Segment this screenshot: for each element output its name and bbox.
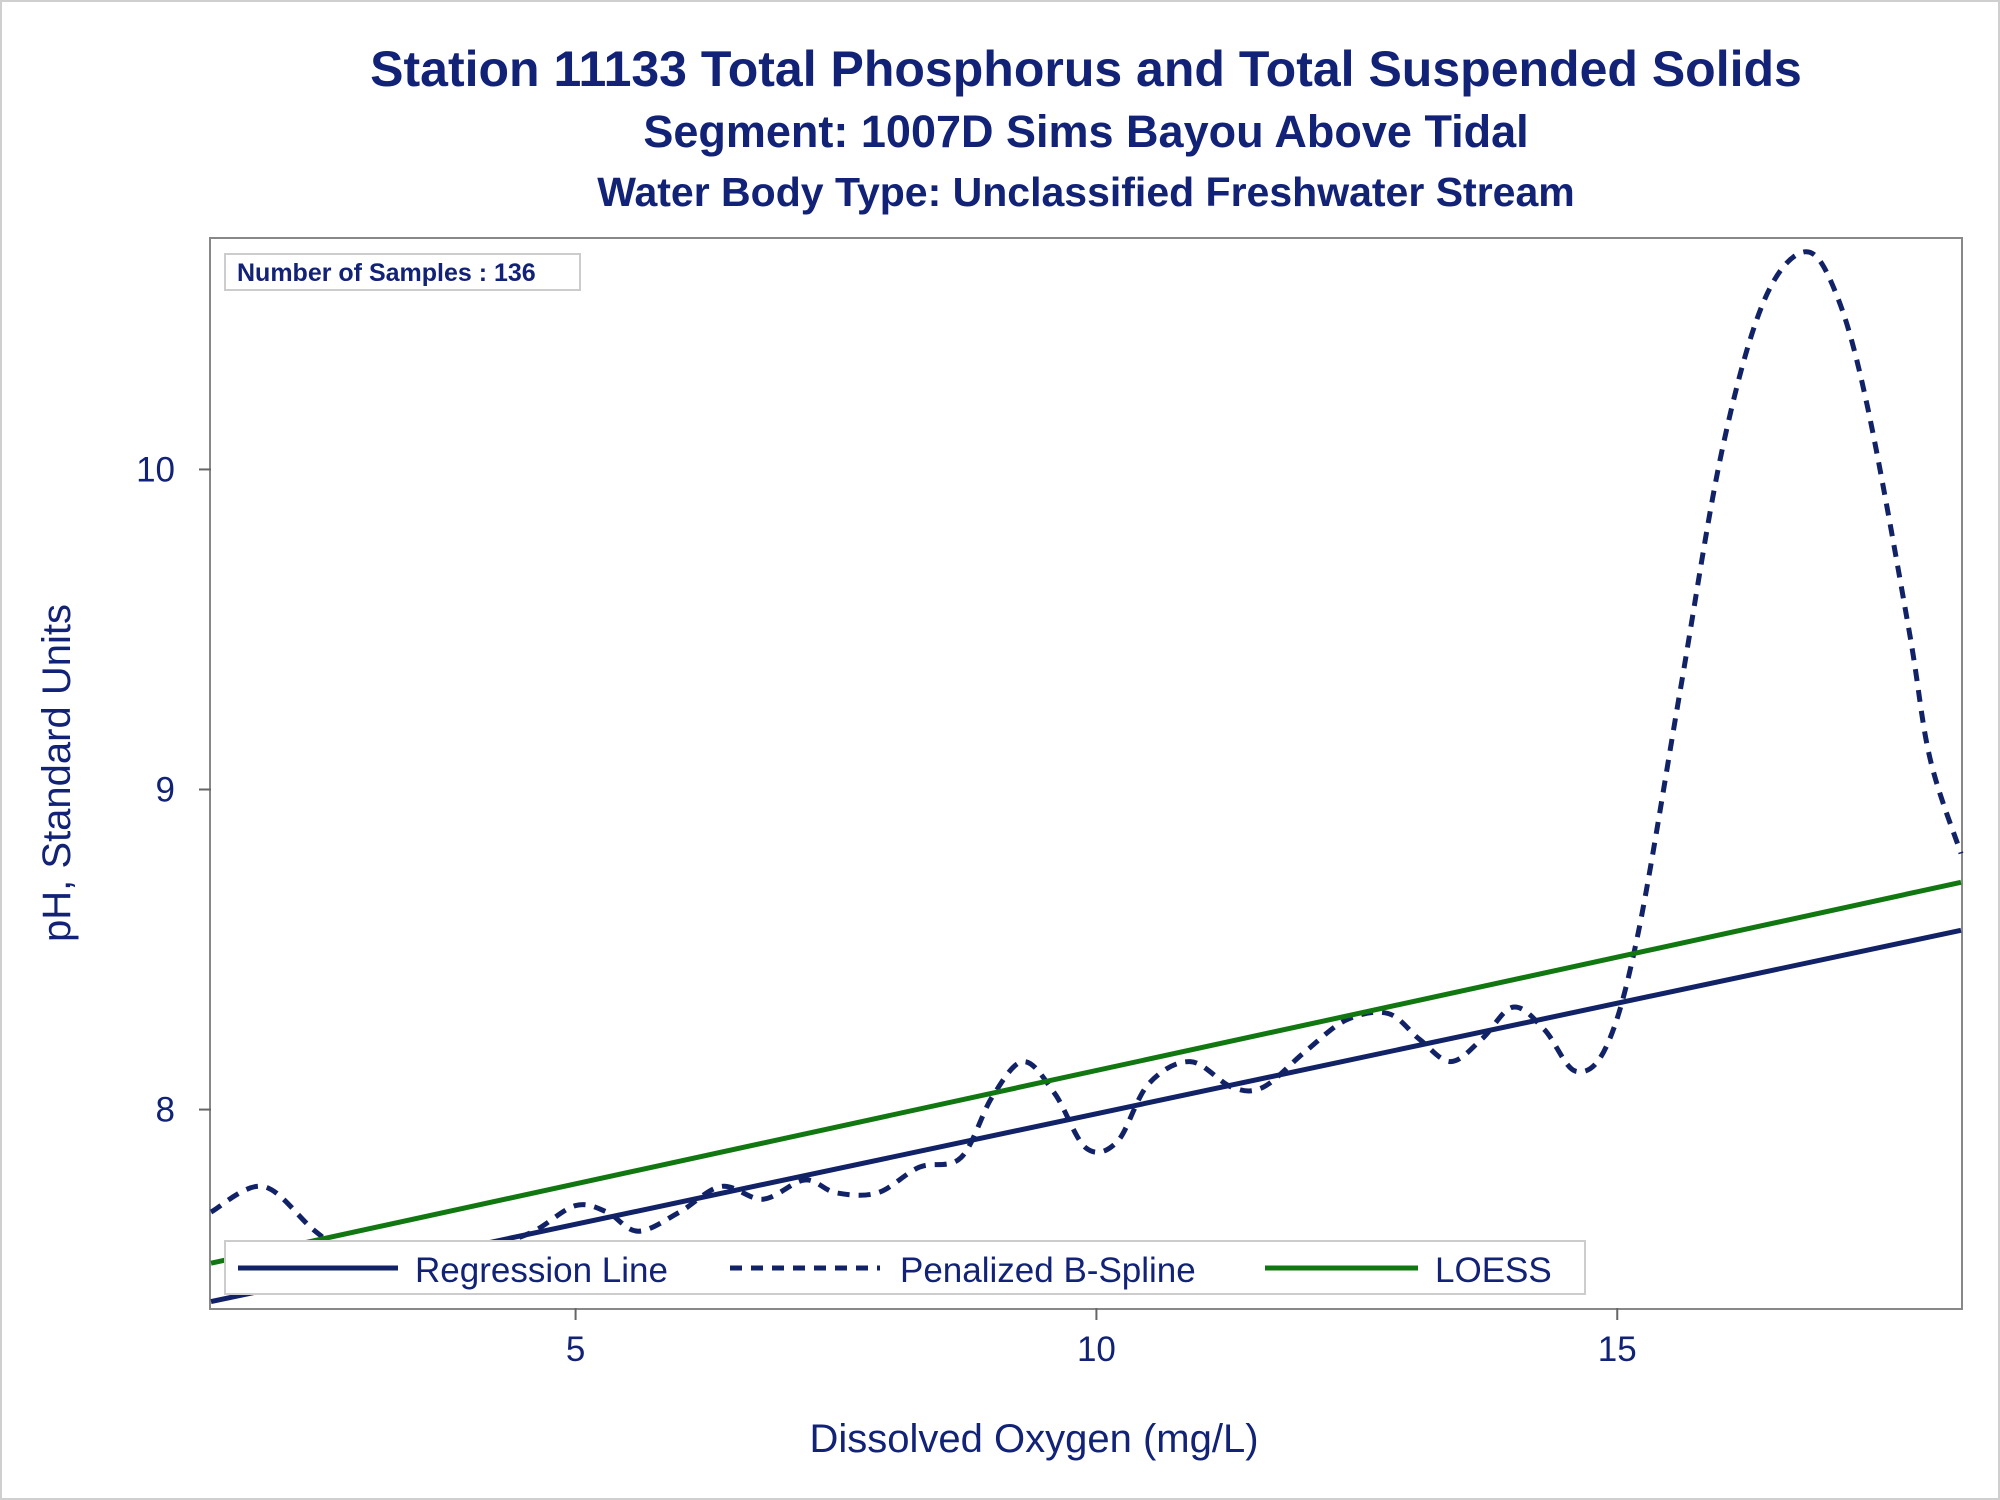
series-layer: [209, 249, 1964, 1305]
y-tick-label: 8: [156, 1091, 175, 1130]
chart-subtitle: Segment: 1007D Sims Bayou Above Tidal: [643, 106, 1528, 157]
x-axis-label: Dissolved Oxygen (mg/L): [809, 1417, 1258, 1461]
x-tick-label: 10: [1077, 1330, 1116, 1369]
sample-count-label: Number of Samples : 136: [237, 259, 536, 287]
axis-layer: 5 10 15 8 9 10: [136, 450, 1637, 1369]
y-tick-label: 10: [136, 450, 175, 489]
x-tick-label: 15: [1598, 1330, 1637, 1369]
y-tick-label: 9: [156, 771, 175, 810]
chart-title: Station 11133 Total Phosphorus and Total…: [370, 41, 1802, 97]
series-regression-line: [210, 927, 1962, 1305]
legend-label-penalized-b-spline: Penalized B-Spline: [900, 1251, 1196, 1290]
series-loess: [210, 879, 1962, 1266]
sample-count-frame: [224, 253, 581, 291]
series-penalized-b-spline: [209, 249, 1964, 1285]
legend: Regression Line Penalized B-Spline LOESS: [224, 1240, 1586, 1295]
sample-count-box: Number of Samples : 136: [224, 253, 581, 291]
x-tick-label: 5: [566, 1330, 585, 1369]
legend-label-loess: LOESS: [1435, 1251, 1552, 1290]
plot-area: [209, 237, 1963, 1310]
legend-label-regression-line: Regression Line: [415, 1251, 668, 1290]
y-axis-label: pH, Standard Units: [35, 604, 79, 942]
chart-subtitle-2: Water Body Type: Unclassified Freshwater…: [597, 169, 1574, 215]
